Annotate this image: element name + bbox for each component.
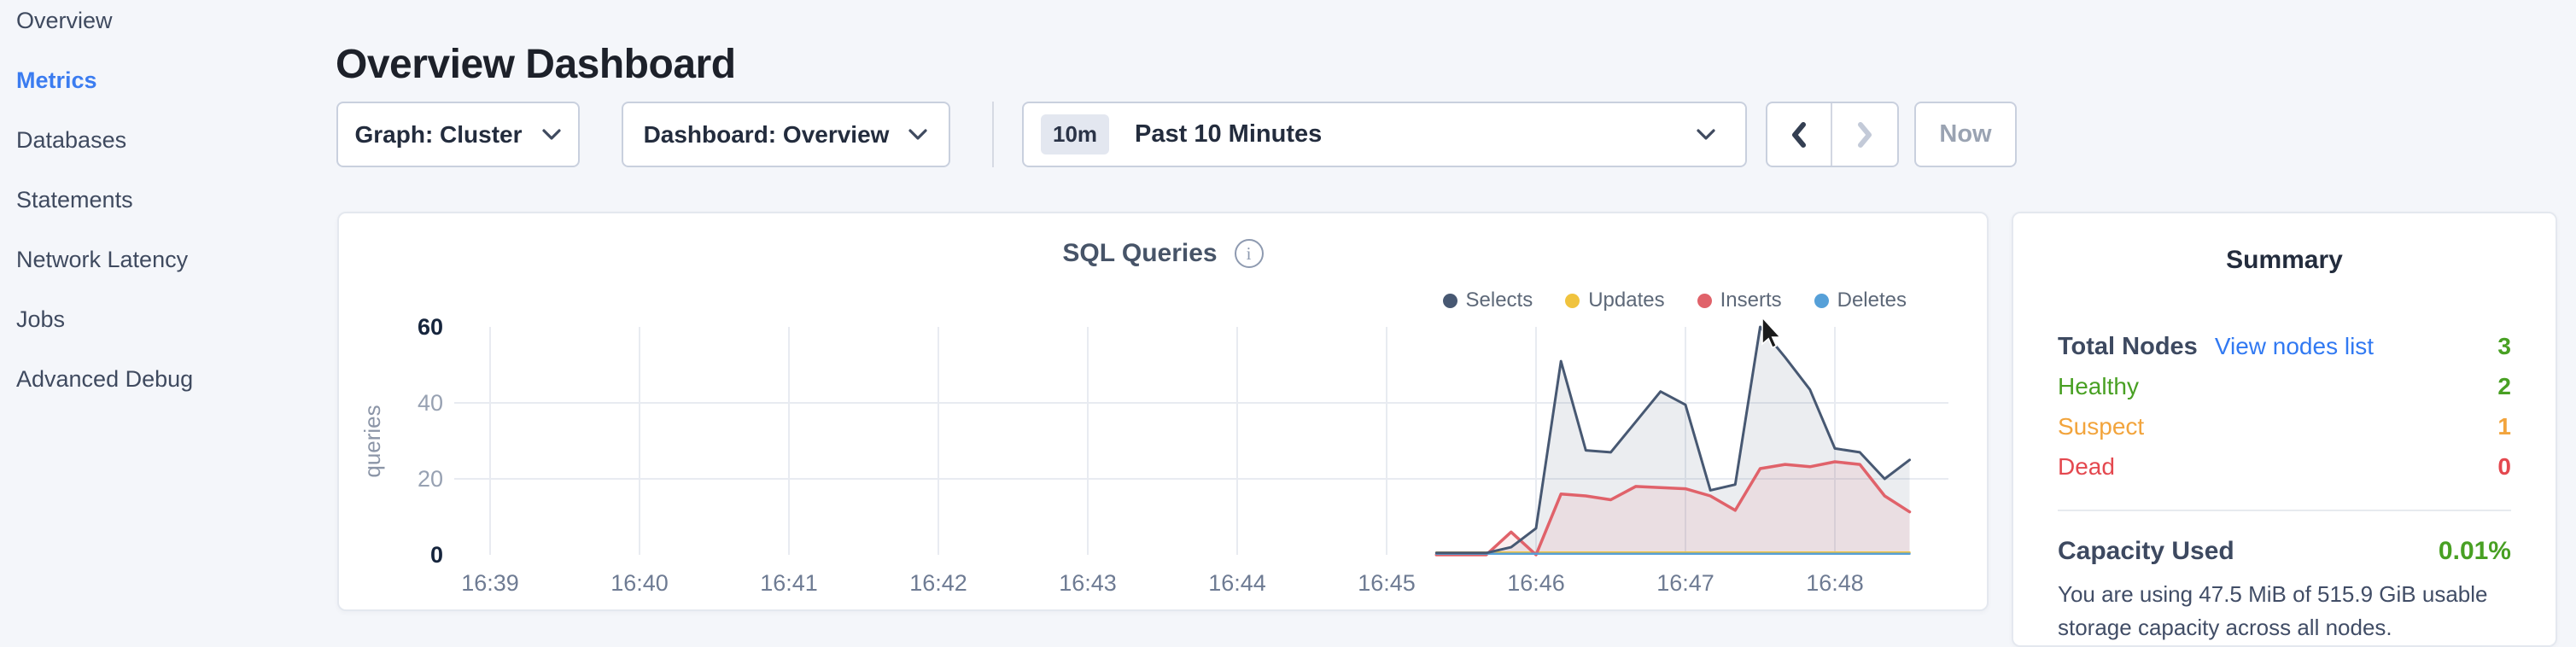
healthy-value: 2 xyxy=(2497,373,2511,400)
svg-text:40: 40 xyxy=(418,390,443,416)
svg-text:16:41: 16:41 xyxy=(760,570,818,596)
svg-text:16:43: 16:43 xyxy=(1059,570,1117,596)
chevron-down-icon xyxy=(908,128,928,141)
sidebar-item-network-latency[interactable]: Network Latency xyxy=(0,230,324,289)
svg-text:16:42: 16:42 xyxy=(909,570,967,596)
chevron-down-icon xyxy=(1696,128,1716,141)
capacity-row: Capacity Used 0.01% xyxy=(2058,537,2511,566)
capacity-description: You are using 47.5 MiB of 515.9 GiB usab… xyxy=(2058,578,2511,644)
chevron-down-icon xyxy=(541,128,562,141)
time-step-buttons xyxy=(1766,102,1899,167)
suspect-nodes-row: Suspect 1 xyxy=(2058,408,2511,446)
total-nodes-value: 3 xyxy=(2497,333,2511,360)
sidebar-item-metrics[interactable]: Metrics xyxy=(0,50,324,110)
sidebar-item-advanced-debug[interactable]: Advanced Debug xyxy=(0,349,324,409)
deletes-series-dot-icon xyxy=(1814,294,1829,308)
capacity-label: Capacity Used xyxy=(2058,537,2234,566)
sidebar-item-jobs[interactable]: Jobs xyxy=(0,289,324,349)
time-range-badge: 10m xyxy=(1041,114,1109,154)
summary-panel: Summary Total Nodes View nodes list 3 He… xyxy=(2012,212,2557,647)
sql-queries-chart[interactable]: 16:39 16:40 16:41 16:42 16:43 16:44 16:45 16:46… xyxy=(339,213,1990,613)
chart-legend: Selects Updates Inserts Deletes xyxy=(1443,289,1907,312)
dead-nodes-row: Dead 0 xyxy=(2058,448,2511,486)
suspect-value: 1 xyxy=(2497,413,2511,440)
healthy-label: Healthy xyxy=(2058,373,2139,400)
healthy-nodes-row: Healthy 2 xyxy=(2058,368,2511,405)
now-button-label: Now xyxy=(1939,120,1991,149)
time-back-button[interactable] xyxy=(1767,103,1832,166)
legend-label: Selects xyxy=(1466,289,1533,312)
selects-series-dot-icon xyxy=(1443,294,1457,308)
capacity-value: 0.01% xyxy=(2439,537,2511,566)
sidebar: OverviewMetricsDatabasesStatementsNetwor… xyxy=(0,0,324,623)
svg-text:16:39: 16:39 xyxy=(461,570,519,596)
total-nodes-row: Total Nodes View nodes list 3 xyxy=(2058,328,2511,365)
total-nodes-label: Total Nodes xyxy=(2058,333,2198,361)
chart-title: SQL Queries xyxy=(1062,239,1217,268)
svg-text:16:48: 16:48 xyxy=(1806,570,1864,596)
inserts-series-dot-icon xyxy=(1697,294,1712,308)
dashboard-dropdown-label: Dashboard: Overview xyxy=(644,121,890,149)
updates-series-dot-icon xyxy=(1565,294,1580,308)
info-icon[interactable]: i xyxy=(1235,239,1264,268)
svg-text:20: 20 xyxy=(418,466,443,492)
sidebar-nav-list: OverviewMetricsDatabasesStatementsNetwor… xyxy=(0,0,324,409)
sidebar-item-statements[interactable]: Statements xyxy=(0,170,324,230)
summary-divider xyxy=(2058,510,2511,511)
legend-item-deletes[interactable]: Deletes xyxy=(1814,289,1907,312)
view-nodes-list-link[interactable]: View nodes list xyxy=(2215,333,2374,360)
legend-item-updates[interactable]: Updates xyxy=(1565,289,1664,312)
legend-label: Updates xyxy=(1588,289,1664,312)
sidebar-item-databases[interactable]: Databases xyxy=(0,110,324,170)
graph-dropdown[interactable]: Graph: Cluster xyxy=(336,102,580,167)
dashboard-dropdown[interactable]: Dashboard: Overview xyxy=(622,102,950,167)
sql-queries-card: SQL Queries i Selects Updates Inserts Delet… xyxy=(337,212,1989,611)
controls-divider xyxy=(992,102,994,167)
svg-text:16:46: 16:46 xyxy=(1507,570,1565,596)
dead-label: Dead xyxy=(2058,453,2115,481)
y-axis-label: queries xyxy=(359,405,385,477)
legend-label: Deletes xyxy=(1837,289,1907,312)
time-forward-button[interactable] xyxy=(1832,103,1897,166)
svg-text:60: 60 xyxy=(418,314,443,340)
now-button[interactable]: Now xyxy=(1914,102,2017,167)
time-range-selector[interactable]: 10m Past 10 Minutes xyxy=(1022,102,1747,167)
chevron-left-icon xyxy=(1790,121,1808,149)
suspect-label: Suspect xyxy=(2058,413,2144,440)
svg-text:0: 0 xyxy=(430,542,443,568)
svg-text:16:45: 16:45 xyxy=(1358,570,1416,596)
graph-dropdown-label: Graph: Cluster xyxy=(354,121,522,149)
sidebar-item-overview[interactable]: Overview xyxy=(0,0,324,50)
svg-text:16:47: 16:47 xyxy=(1656,570,1714,596)
page-title: Overview Dashboard xyxy=(336,41,736,88)
chevron-right-icon xyxy=(1856,121,1873,149)
time-range-label: Past 10 Minutes xyxy=(1135,120,1696,149)
svg-text:16:44: 16:44 xyxy=(1208,570,1266,596)
summary-title: Summary xyxy=(2058,246,2511,275)
dead-value: 0 xyxy=(2497,453,2511,481)
legend-label: Inserts xyxy=(1720,289,1782,312)
svg-text:16:40: 16:40 xyxy=(610,570,669,596)
legend-item-inserts[interactable]: Inserts xyxy=(1697,289,1782,312)
legend-item-selects[interactable]: Selects xyxy=(1443,289,1533,312)
